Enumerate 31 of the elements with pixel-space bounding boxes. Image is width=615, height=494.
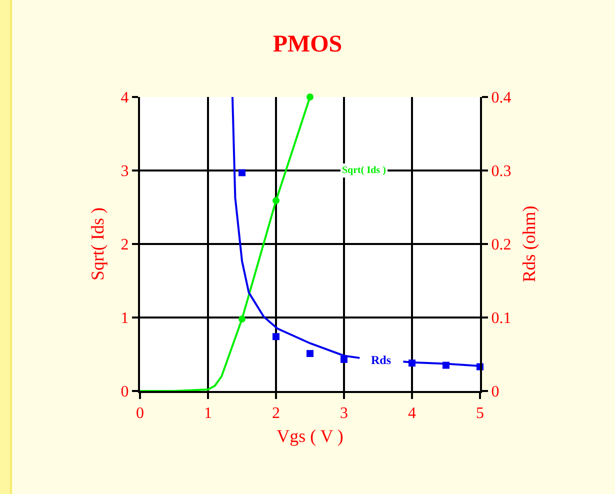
y-tick-label: 2 bbox=[120, 236, 129, 254]
y2-tick-label: 0.2 bbox=[491, 236, 512, 254]
point bbox=[238, 169, 246, 176]
y-tick-label: 1 bbox=[120, 310, 129, 328]
x-tick-label: 3 bbox=[340, 405, 348, 422]
point bbox=[272, 333, 280, 340]
point bbox=[408, 360, 416, 367]
point bbox=[442, 362, 450, 369]
text: Sqrt( Ids ) bbox=[342, 165, 386, 176]
y-tick-label: 4 bbox=[120, 90, 129, 107]
y2-tick-label: 0.4 bbox=[491, 90, 512, 107]
y2-tick-label: 0.1 bbox=[491, 310, 512, 328]
x-tick-label: 4 bbox=[408, 405, 416, 422]
point bbox=[340, 356, 348, 363]
y2-tick-label: 0.3 bbox=[491, 163, 512, 180]
point bbox=[272, 197, 280, 204]
point bbox=[306, 94, 314, 100]
x-tick-label: 5 bbox=[476, 405, 484, 422]
chart-title: PMOS bbox=[272, 31, 342, 58]
y2-tick-label: 0 bbox=[491, 384, 500, 401]
y2-axis-title: Rds (ohm) bbox=[518, 206, 539, 282]
point bbox=[306, 350, 314, 358]
series-label: Rds bbox=[371, 353, 392, 367]
x-tick-label: 1 bbox=[204, 405, 212, 422]
x-tick-label: 2 bbox=[272, 405, 280, 422]
x-tick-label: 0 bbox=[136, 405, 144, 422]
y-tick-label: 0 bbox=[120, 384, 129, 401]
x-axis-title: Vgs ( V ) bbox=[276, 426, 344, 446]
y-axis-title: Sqrt( Ids ) bbox=[88, 208, 108, 280]
y-tick-label: 3 bbox=[120, 163, 129, 180]
point bbox=[238, 315, 246, 322]
